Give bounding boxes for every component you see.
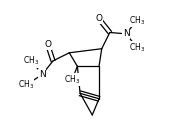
Text: CH$_3$: CH$_3$	[64, 74, 80, 86]
Text: N: N	[39, 70, 46, 79]
Text: CH$_3$: CH$_3$	[23, 55, 40, 67]
Text: O: O	[44, 40, 51, 49]
Text: CH$_3$: CH$_3$	[18, 79, 34, 91]
Text: O: O	[96, 14, 103, 23]
Text: CH$_3$: CH$_3$	[129, 14, 145, 27]
Text: CH$_3$: CH$_3$	[129, 41, 145, 54]
Text: N: N	[123, 29, 129, 38]
